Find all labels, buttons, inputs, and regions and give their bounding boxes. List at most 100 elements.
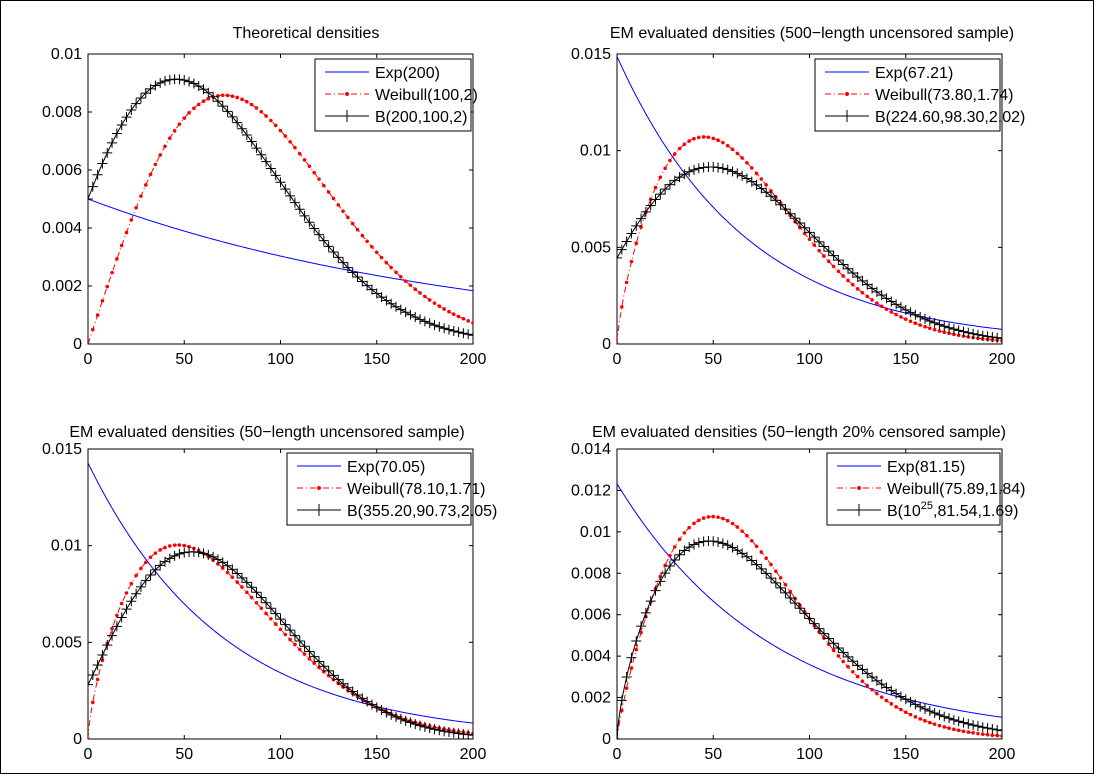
- data-point: [187, 544, 191, 549]
- data-point: [188, 78, 199, 89]
- data-point: [317, 177, 321, 181]
- data-point: [331, 196, 336, 201]
- data-point: [937, 723, 942, 728]
- data-point: [689, 539, 699, 550]
- data-point: [88, 679, 93, 690]
- x-tick-label: 100: [796, 746, 823, 763]
- data-point: [384, 260, 389, 265]
- x-tick-label: 150: [363, 351, 390, 368]
- series-exp: [88, 198, 473, 292]
- data-point: [905, 307, 916, 318]
- data-point: [708, 536, 719, 547]
- data-point: [355, 227, 360, 232]
- data-point: [721, 516, 725, 521]
- data-point: [677, 537, 682, 542]
- data-point: [672, 152, 677, 156]
- data-point: [432, 301, 437, 305]
- data-point: [322, 183, 326, 188]
- data-point: [102, 147, 113, 158]
- data-point: [875, 301, 879, 305]
- data-point: [990, 733, 995, 738]
- data-point: [259, 109, 264, 114]
- legend-label: B(200,100,2): [375, 109, 468, 126]
- data-point: [851, 282, 855, 287]
- data-point: [424, 318, 435, 329]
- data-point: [442, 307, 446, 311]
- data-point: [660, 184, 671, 195]
- x-tick-label: 50: [175, 351, 193, 368]
- data-point: [617, 244, 627, 255]
- data-point: [749, 538, 754, 543]
- data-point: [692, 136, 696, 141]
- data-point: [785, 592, 796, 603]
- data-point: [764, 556, 768, 561]
- data-point: [187, 111, 191, 115]
- data-point: [775, 582, 786, 593]
- data-point: [294, 636, 305, 647]
- data-point: [923, 324, 927, 329]
- data-point: [915, 701, 926, 712]
- y-tick-label: 0: [602, 336, 611, 353]
- data-point: [241, 130, 252, 141]
- data-point: [245, 99, 249, 104]
- data-point: [749, 166, 754, 170]
- data-point: [725, 518, 730, 523]
- x-tick-label: 100: [267, 351, 294, 368]
- data-point: [780, 204, 791, 215]
- data-point: [745, 160, 749, 165]
- y-tick-label: 0.015: [42, 441, 82, 458]
- data-point: [177, 122, 182, 126]
- data-point: [812, 243, 817, 247]
- data-point: [468, 330, 473, 341]
- data-point: [110, 626, 114, 631]
- data-point: [831, 648, 836, 653]
- data-point: [235, 95, 239, 100]
- data-point: [458, 729, 469, 739]
- data-point: [471, 320, 473, 325]
- data-point: [634, 647, 639, 652]
- data-point: [900, 304, 911, 315]
- data-point: [153, 551, 158, 555]
- data-point: [663, 563, 667, 568]
- data-point: [235, 580, 239, 584]
- y-tick-label: 0.01: [580, 524, 611, 541]
- data-point: [302, 652, 307, 656]
- data-point: [399, 274, 403, 279]
- data-point: [293, 642, 297, 647]
- data-point: [918, 323, 922, 327]
- data-point: [727, 542, 738, 553]
- data-point: [391, 711, 401, 722]
- data-point: [992, 332, 1002, 343]
- data-point: [770, 195, 781, 206]
- data-point: [336, 203, 341, 207]
- data-point: [905, 696, 916, 707]
- chart-title: Theoretical densities: [233, 25, 380, 42]
- chart-title: EM evaluated densities (500−length uncen…: [610, 25, 1014, 42]
- data-point: [357, 276, 368, 287]
- data-point: [145, 569, 156, 580]
- data-point: [198, 548, 209, 559]
- data-point: [697, 135, 701, 140]
- data-point: [448, 727, 459, 738]
- data-point: [953, 716, 964, 727]
- data-point: [297, 647, 302, 652]
- data-point: [174, 74, 185, 85]
- data-point: [823, 633, 834, 644]
- data-point: [269, 118, 273, 123]
- data-point: [653, 185, 658, 190]
- x-tick-label: 0: [84, 351, 93, 368]
- data-point: [894, 705, 898, 709]
- data-point: [265, 163, 276, 174]
- data-point: [461, 316, 466, 321]
- data-point: [968, 328, 979, 339]
- data-point: [448, 325, 459, 336]
- data-point: [674, 549, 685, 560]
- data-point: [196, 102, 201, 107]
- series-layer: [617, 483, 1002, 739]
- data-point: [100, 298, 105, 303]
- data-point: [172, 543, 177, 547]
- legend: Exp(200) Weibull(100,2) B(200,100,2): [314, 58, 478, 132]
- data-point: [895, 691, 906, 702]
- data-point: [386, 709, 397, 720]
- data-point: [952, 727, 956, 732]
